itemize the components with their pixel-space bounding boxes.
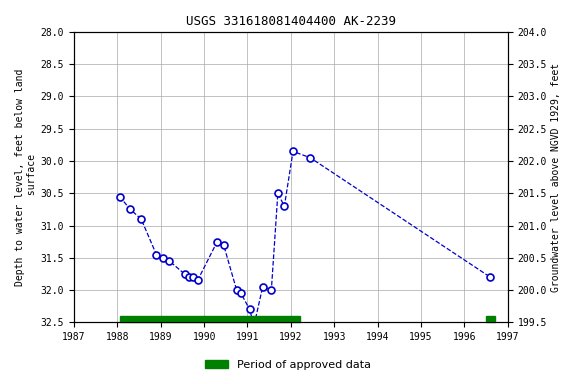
Y-axis label: Depth to water level, feet below land
 surface: Depth to water level, feet below land su… bbox=[15, 68, 37, 286]
Bar bbox=[120, 316, 300, 323]
Bar bbox=[486, 316, 495, 323]
Title: USGS 331618081404400 AK-2239: USGS 331618081404400 AK-2239 bbox=[186, 15, 396, 28]
Legend: Period of approved data: Period of approved data bbox=[201, 356, 375, 375]
Y-axis label: Groundwater level above NGVD 1929, feet: Groundwater level above NGVD 1929, feet bbox=[551, 63, 561, 292]
